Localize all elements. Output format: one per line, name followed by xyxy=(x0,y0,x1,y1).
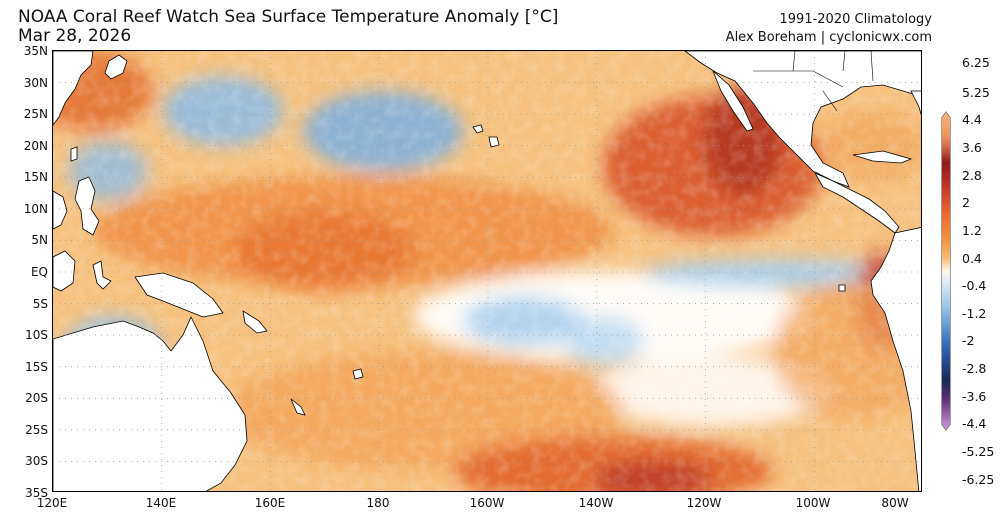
lat-label-30s: 30S xyxy=(25,454,48,468)
land-philippines xyxy=(74,176,100,236)
title-block: NOAA Coral Reef Watch Sea Surface Temper… xyxy=(18,8,558,46)
colorbar-label-neg-6-25: -6.25 xyxy=(962,472,995,487)
land-japan xyxy=(104,54,128,80)
graticule xyxy=(53,51,921,491)
lon-label-120e: 120E xyxy=(36,496,68,510)
land-masses xyxy=(53,51,921,491)
land-fiji xyxy=(352,368,364,380)
colorbar-label-3-6: 3.6 xyxy=(962,140,982,155)
colorbar-label-neg-2: -2 xyxy=(962,333,975,348)
lat-label-eq: EQ xyxy=(30,265,48,279)
lon-label-160e: 160E xyxy=(254,496,286,510)
colorbar-label-5-25: 5.25 xyxy=(962,85,990,100)
lon-label-120w: 120W xyxy=(686,496,722,510)
land-new-guinea xyxy=(134,272,224,318)
lon-label-140w: 140W xyxy=(578,496,614,510)
lon-label-160w: 160W xyxy=(469,496,505,510)
lat-label-10n: 10N xyxy=(23,202,48,216)
lon-label-180: 180 xyxy=(366,496,390,510)
land-central-america xyxy=(814,172,900,234)
land-australia xyxy=(53,316,248,491)
colorbar-label-1-2: 1.2 xyxy=(962,223,982,238)
credit-block: 1991-2020 Climatology Alex Boreham | cyc… xyxy=(726,11,932,47)
land-north-america xyxy=(684,51,921,188)
colorbar-label-neg-0-4: -0.4 xyxy=(962,278,987,293)
land-indochina xyxy=(53,190,68,230)
lat-label-25n: 25N xyxy=(23,107,48,121)
climatology-label: 1991-2020 Climatology xyxy=(779,12,932,27)
land-asia xyxy=(53,51,94,126)
land-cuba xyxy=(852,150,913,164)
lat-label-5n: 5N xyxy=(31,233,48,247)
land-south-america xyxy=(870,227,921,491)
land-galapagos xyxy=(838,284,846,292)
lat-label-20s: 20S xyxy=(25,391,48,405)
map-svg xyxy=(53,51,921,491)
colorbar-label-4-4: 4.4 xyxy=(962,112,982,127)
colorbar-label-neg-1-2: -1.2 xyxy=(962,306,987,321)
lat-label-25s: 25S xyxy=(25,423,48,437)
lat-label-10s: 10S xyxy=(25,328,48,342)
land-florida xyxy=(910,90,921,116)
lon-label-80w: 80W xyxy=(881,496,909,510)
land-sulawesi xyxy=(92,260,112,290)
colorbar-label-neg-4-4: -4.4 xyxy=(962,416,987,431)
colorbar-label-neg-3-6: -3.6 xyxy=(962,389,987,404)
land-solomons xyxy=(242,310,268,334)
colorbar xyxy=(941,111,951,431)
colorbar-label-2: 2 xyxy=(962,195,970,210)
colorbar-label-neg-2-8: -2.8 xyxy=(962,361,987,376)
colorbar-label-2-8: 2.8 xyxy=(962,168,982,183)
land-new-caledonia xyxy=(290,398,306,416)
lat-label-15n: 15N xyxy=(23,170,48,184)
lon-label-140e: 140E xyxy=(145,496,177,510)
lat-label-15s: 15S xyxy=(25,360,48,374)
lon-label-100w: 100W xyxy=(795,496,831,510)
colorbar-label-0-4: 0.4 xyxy=(962,251,982,266)
land-borneo xyxy=(53,250,76,292)
land-baja xyxy=(712,70,754,132)
credit-label: Alex Boreham | cyclonicwx.com xyxy=(725,30,932,45)
lat-label-35n: 35N xyxy=(23,44,48,58)
lat-label-30n: 30N xyxy=(23,76,48,90)
map-title: NOAA Coral Reef Watch Sea Surface Temper… xyxy=(18,7,559,27)
land-taiwan xyxy=(70,146,78,162)
lat-label-5s: 5S xyxy=(32,297,48,311)
borders xyxy=(753,51,874,112)
map-date: Mar 28, 2026 xyxy=(18,26,132,46)
land-hawaii-big xyxy=(488,136,500,148)
colorbar-label-neg-5-25: -5.25 xyxy=(962,444,995,459)
colorbar-label-6-25: 6.25 xyxy=(962,55,990,70)
sst-anomaly-map[interactable] xyxy=(52,50,922,492)
lat-label-35s: 35S xyxy=(25,486,48,500)
lat-label-20n: 20N xyxy=(23,139,48,153)
land-hawaii xyxy=(472,124,484,134)
